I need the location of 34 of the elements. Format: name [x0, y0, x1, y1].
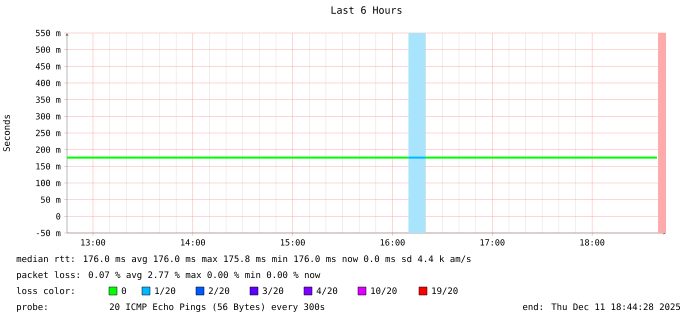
text: probe: — [17, 303, 46, 312]
y-tick-label: 150 m — [36, 163, 60, 170]
y-tick-label: 100 m — [36, 180, 60, 186]
text: packet loss: 0.07 % avg 2.77 % max 0.00 % min 0.00 % now — [17, 271, 320, 280]
text: median rtt: 176.0 ms avg 176.0 ms max 175.8 ms min 176.0 ms now 0.0 ms sd 4.4 k am/s — [16, 255, 471, 264]
x-tick-label: 15:00 — [280, 239, 305, 246]
y-axis-title: Seconds — [2, 114, 10, 152]
y-tick-label: 450 m — [36, 63, 60, 70]
y-tick-label: 400 m — [36, 80, 60, 86]
y-tick-label: 0 — [56, 213, 60, 220]
y-tick-label: 250 m — [36, 130, 60, 136]
legend-label: 10/20 — [371, 287, 397, 295]
legend-label: 4/20 — [316, 287, 338, 295]
legend-label: 1/20 — [155, 287, 176, 295]
x-tick-label: 16:00 — [380, 239, 405, 246]
legend-label: 19/20 — [432, 287, 458, 295]
legend-label: 2/20 — [208, 287, 230, 295]
y-tick-label: 500 m — [36, 46, 60, 53]
y-tick-label: 350 m — [36, 96, 60, 103]
text: end: Thu Dec 11 18:44:28 2025 — [522, 303, 680, 310]
y-tick-label: 50 m — [41, 196, 60, 203]
y-tick-label: 200 m — [36, 146, 60, 153]
x-tick-label: 14:00 — [181, 239, 205, 246]
y-tick-label: -50 m — [36, 230, 60, 236]
x-tick-label: 13:00 — [81, 239, 106, 246]
x-tick-label: 17:00 — [480, 239, 504, 246]
y-tick-label: 300 m — [36, 113, 60, 120]
text: 20 ICMP Echo Pings (56 Bytes) every 300s — [110, 303, 324, 312]
y-tick-label: 550 m — [36, 30, 60, 36]
legend-label: 3/20 — [262, 287, 284, 295]
legend-title: loss color: — [16, 287, 74, 294]
x-tick-label: 18:00 — [580, 239, 604, 246]
chart-title: Last 6 Hours — [332, 6, 402, 14]
legend-label: 0 — [122, 287, 126, 294]
